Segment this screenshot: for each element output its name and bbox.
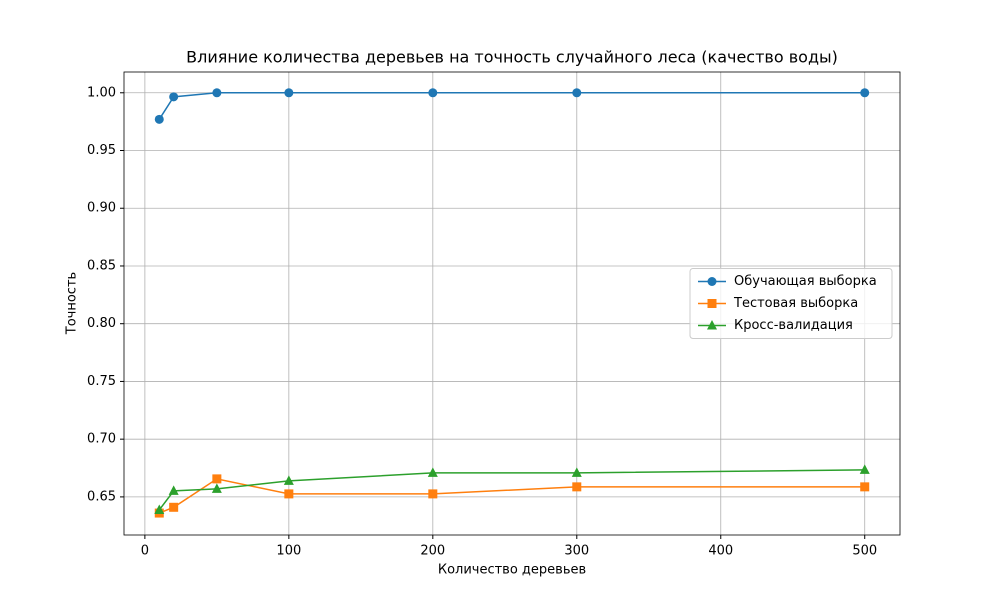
- marker: [428, 88, 438, 98]
- y-tick-label: 0.80: [87, 316, 116, 331]
- y-axis-label: Точность: [65, 272, 80, 335]
- x-tick-label: 200: [420, 544, 445, 559]
- legend-label: Кросс-валидация: [734, 318, 853, 333]
- marker: [169, 502, 179, 512]
- marker: [859, 464, 870, 474]
- marker: [860, 88, 870, 98]
- y-tick-label: 0.90: [87, 201, 116, 216]
- y-tick-label: 1.00: [87, 85, 116, 100]
- legend-label: Обучающая выборка: [734, 274, 877, 289]
- y-tick-label: 0.85: [87, 258, 116, 273]
- x-axis-label: Количество деревьев: [438, 563, 586, 578]
- x-tick-label: 500: [852, 544, 877, 559]
- legend-marker: [707, 277, 717, 286]
- y-tick-label: 0.75: [87, 374, 116, 389]
- marker: [154, 114, 164, 124]
- marker: [427, 467, 438, 477]
- marker: [284, 489, 294, 499]
- marker: [212, 474, 222, 484]
- marker: [283, 475, 294, 485]
- x-tick-label: 300: [564, 544, 589, 559]
- marker: [168, 485, 179, 495]
- y-tick-label: 0.65: [87, 489, 116, 504]
- plot-frame: [123, 71, 901, 536]
- legend-label: Тестовая выборка: [733, 296, 858, 311]
- marker: [428, 489, 438, 499]
- x-tick-label: 100: [276, 544, 301, 559]
- marker: [212, 88, 222, 98]
- y-tick-label: 0.95: [87, 143, 116, 158]
- legend-marker: [707, 299, 717, 308]
- legend-marker: [707, 320, 717, 330]
- legend-box: [689, 268, 893, 339]
- marker: [169, 92, 179, 102]
- marker: [860, 482, 870, 492]
- marker: [571, 467, 582, 477]
- chart-title: Влияние количества деревьев на точность …: [186, 48, 838, 67]
- x-tick-label: 0: [141, 544, 149, 559]
- marker: [572, 482, 582, 492]
- y-tick-label: 0.70: [87, 432, 116, 447]
- marker: [211, 483, 222, 493]
- marker: [572, 88, 582, 98]
- marker: [154, 504, 165, 514]
- marker: [284, 88, 294, 98]
- x-tick-label: 400: [708, 544, 733, 559]
